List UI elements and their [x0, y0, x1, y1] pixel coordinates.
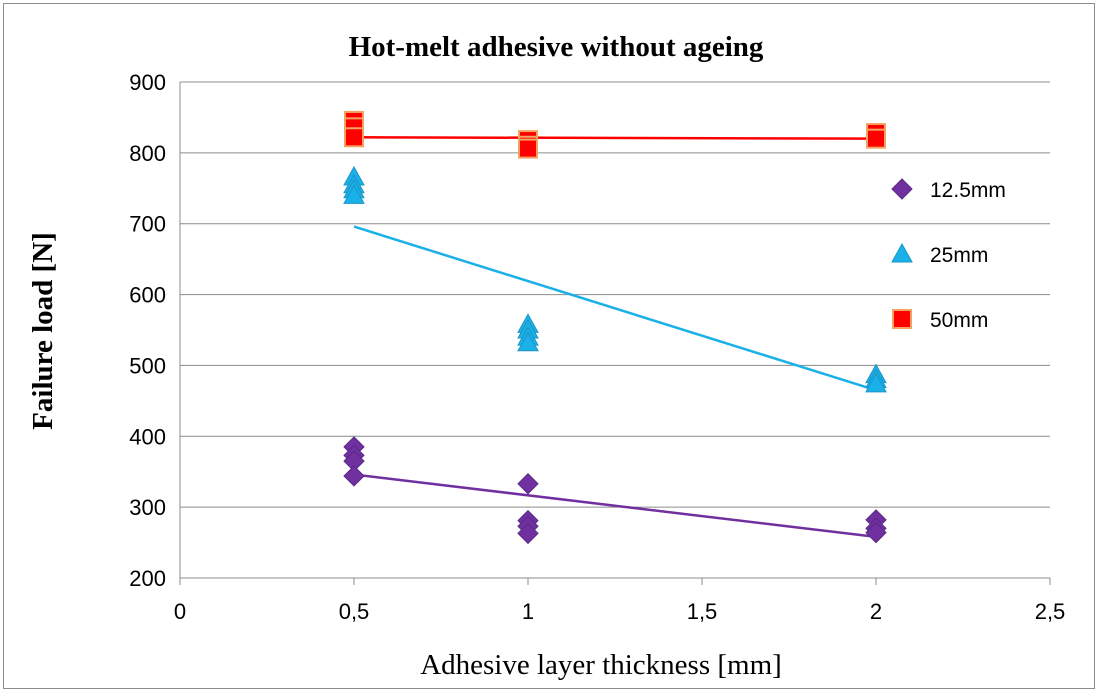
legend-label: 50mm — [930, 309, 988, 332]
data-point-12-5mm — [517, 473, 539, 495]
data-point-12-5mm — [343, 465, 365, 487]
legend: 12.5mm 25mm 50mm — [891, 178, 1006, 332]
x-tick-label: 2 — [870, 599, 882, 624]
y-tick-label: 800 — [129, 141, 166, 166]
data-point-25mm — [343, 184, 365, 204]
legend-marker-50mm — [892, 309, 912, 329]
data-point-50mm — [344, 127, 364, 148]
data-point-25mm — [517, 331, 539, 352]
y-tick-label: 900 — [129, 70, 166, 95]
data-point-12-5mm — [517, 522, 539, 545]
trendline-12-5mm — [353, 473, 877, 539]
legend-label: 25mm — [930, 244, 988, 267]
chart-title: Hot-melt adhesive without ageing — [349, 31, 764, 63]
data-point-12-5mm — [865, 521, 887, 544]
x-tick-label: 2,5 — [1035, 599, 1066, 624]
y-axis-title: Failure load [N] — [27, 232, 59, 430]
y-tick-label: 200 — [129, 566, 166, 591]
y-tick-label: 400 — [129, 424, 166, 449]
x-axis-title: Adhesive layer thickness [mm] — [420, 649, 782, 681]
trendline-50mm — [353, 136, 877, 140]
x-tick-label: 0,5 — [339, 599, 370, 624]
y-tick-label: 600 — [129, 283, 166, 308]
y-tick-label: 300 — [129, 495, 166, 520]
y-tick-label: 700 — [129, 212, 166, 237]
legend-label: 12.5mm — [930, 179, 1006, 202]
data-point-50mm — [866, 128, 886, 149]
chart-frame: Hot-melt adhesive without ageing Adhesiv… — [3, 3, 1095, 689]
data-point-25mm — [865, 372, 887, 393]
legend-marker-25mm — [891, 242, 913, 263]
x-tick-label: 1,5 — [687, 599, 718, 624]
x-tick-label: 1 — [522, 599, 534, 624]
data-point-50mm — [518, 138, 538, 159]
scatter-chart: Hot-melt adhesive without ageing Adhesiv… — [27, 31, 1066, 681]
x-tick-label: 0 — [174, 599, 186, 624]
legend-marker-12-5mm — [891, 178, 913, 200]
trendline-25mm — [353, 225, 877, 392]
y-tick-label: 500 — [129, 353, 166, 378]
